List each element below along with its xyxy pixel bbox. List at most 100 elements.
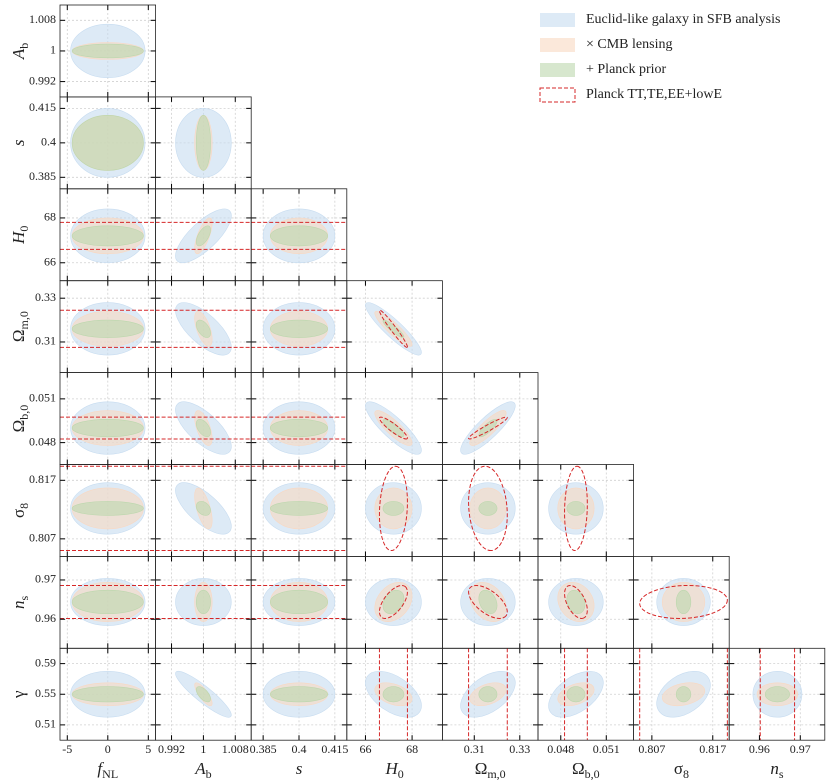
axis-label: Ωm,0 — [9, 311, 31, 342]
contour — [639, 584, 728, 619]
contour — [270, 686, 328, 703]
panel-content — [60, 188, 156, 281]
panel — [59, 188, 156, 282]
panel — [346, 372, 443, 465]
panel — [59, 647, 156, 741]
panel — [59, 4, 156, 98]
axis-label: Ab — [9, 43, 31, 60]
panel-content — [729, 648, 825, 741]
panel — [441, 647, 539, 741]
contour — [478, 686, 498, 703]
x-tick-label: 0.817 — [699, 742, 726, 756]
panel-content — [251, 556, 347, 649]
contour — [270, 225, 328, 247]
contour — [764, 686, 790, 703]
contour — [378, 465, 408, 552]
x-tick-label: 1.008 — [222, 742, 249, 756]
panel — [633, 556, 730, 649]
panel — [441, 464, 539, 557]
contour — [195, 319, 211, 338]
y-tick-label: 0.807 — [29, 531, 56, 545]
panel-content — [346, 556, 443, 649]
panel — [346, 464, 443, 557]
contour — [378, 309, 408, 348]
contour — [564, 584, 588, 619]
x-tick-label: 0.33 — [509, 742, 530, 756]
contour — [195, 114, 211, 171]
y-tick-label: 66 — [44, 255, 56, 269]
legend-label: Planck TT,TE,EE+lowE — [586, 87, 722, 102]
axis-label: ns — [770, 759, 784, 781]
axis-label: σ8 — [674, 759, 689, 781]
contour — [195, 225, 211, 247]
x-tick-label: 68 — [406, 742, 418, 756]
panel — [155, 280, 252, 374]
panel-content — [538, 556, 634, 649]
x-tick-label: 0.31 — [464, 742, 485, 756]
axis-label: s — [9, 139, 28, 146]
legend-swatch — [540, 38, 575, 52]
panel — [537, 464, 634, 557]
contour — [564, 465, 588, 552]
axis-label: Ωm,0 — [475, 759, 506, 781]
contour — [195, 501, 211, 516]
panel — [59, 556, 156, 649]
contour — [195, 686, 211, 703]
contour — [478, 501, 498, 516]
y-tick-label: 0.59 — [35, 655, 56, 669]
y-tick-label: 0.51 — [35, 717, 56, 731]
axis-label: Ab — [194, 759, 211, 781]
x-tick-label: 0.807 — [638, 742, 665, 756]
contour — [566, 501, 586, 516]
axis-label: H0 — [9, 226, 31, 245]
panel — [441, 372, 539, 465]
contour — [71, 686, 144, 703]
panel-content — [155, 280, 252, 373]
contour — [382, 501, 405, 516]
panel-content — [60, 464, 156, 557]
panel-content — [60, 96, 156, 189]
panel — [59, 280, 156, 374]
panel — [59, 96, 156, 190]
x-tick-label: 0.4 — [292, 742, 307, 756]
contour — [71, 43, 144, 59]
x-tick-label: -5 — [62, 742, 72, 756]
contour — [378, 416, 408, 440]
panel-content — [155, 188, 252, 281]
panel — [59, 464, 156, 557]
contour — [468, 465, 508, 552]
x-tick-label: 0.96 — [749, 742, 770, 756]
axis-label: Ωb,0 — [9, 405, 31, 433]
legend-swatch — [539, 87, 576, 103]
legend-swatch — [540, 13, 575, 27]
panel-content — [442, 464, 538, 557]
x-tick-label: 0.97 — [790, 742, 811, 756]
x-tick-label: 0.051 — [593, 742, 620, 756]
panel-content — [633, 648, 730, 741]
contour — [71, 319, 144, 338]
contour — [468, 416, 508, 440]
panel-content — [251, 188, 347, 281]
panel-content — [60, 556, 156, 649]
panel — [250, 372, 348, 465]
panel — [59, 372, 156, 465]
panel — [155, 96, 252, 190]
y-tick-label: 0.31 — [35, 334, 56, 348]
panel-content — [346, 372, 443, 465]
panel — [155, 556, 252, 649]
panel — [728, 647, 826, 741]
contour — [195, 418, 211, 438]
y-tick-label: 68 — [44, 210, 56, 224]
panel-content — [442, 556, 538, 649]
panel — [250, 556, 348, 649]
x-tick-label: 0 — [105, 742, 111, 756]
panel — [250, 188, 348, 282]
y-tick-label: 0.55 — [35, 686, 56, 700]
panel — [537, 647, 634, 741]
legend-swatch — [540, 63, 575, 77]
legend-label: + Planck prior — [586, 62, 667, 77]
panel — [537, 556, 634, 649]
contour — [675, 686, 692, 703]
x-tick-label: 0.385 — [250, 742, 277, 756]
y-tick-label: 0.385 — [29, 169, 56, 183]
